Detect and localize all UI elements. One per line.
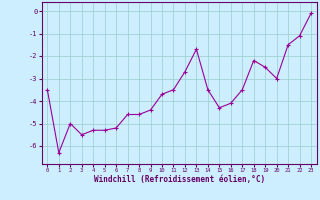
- X-axis label: Windchill (Refroidissement éolien,°C): Windchill (Refroidissement éolien,°C): [94, 175, 265, 184]
